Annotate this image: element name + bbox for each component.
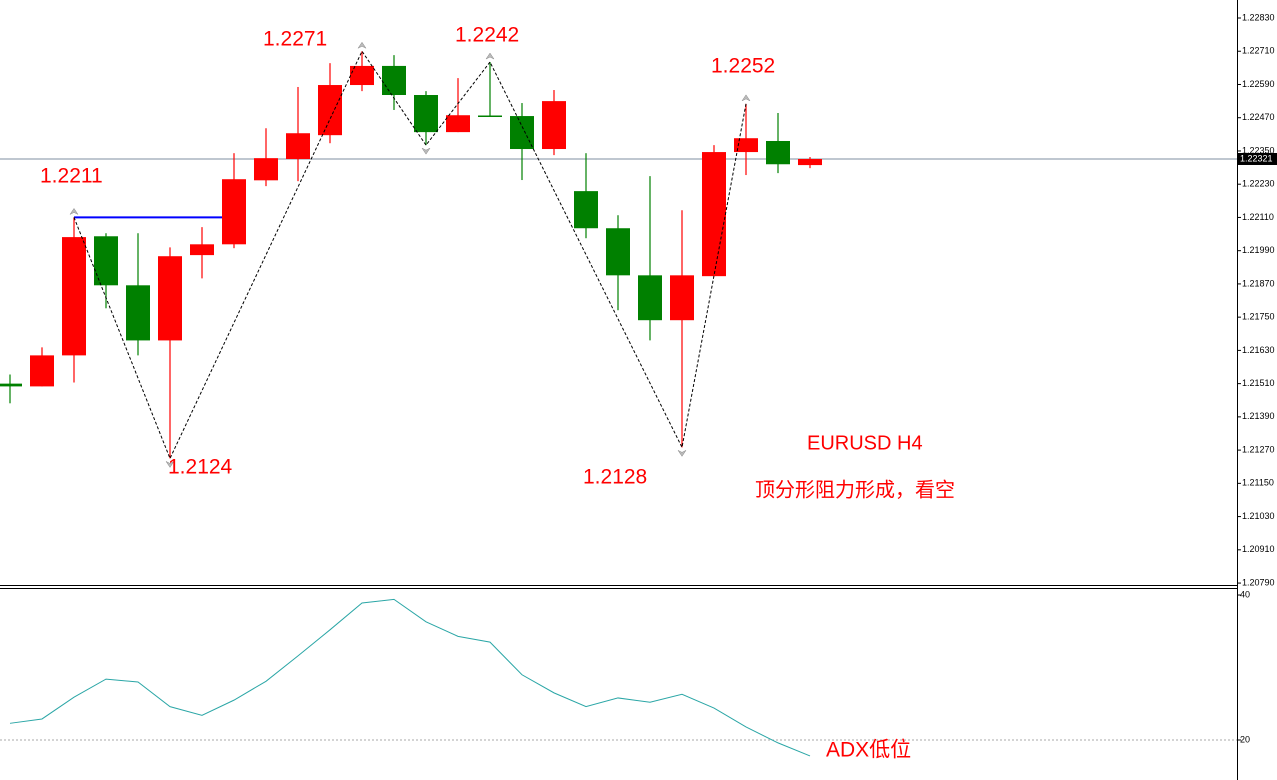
annotation: 1.2211 [40, 165, 103, 188]
y-tick-label: 1.20790 [1242, 577, 1275, 587]
y-tick-label: 1.22710 [1242, 46, 1275, 56]
candle-body [158, 256, 182, 341]
candle-body [318, 85, 342, 136]
candle-body [446, 115, 470, 133]
y-tick-label: 1.21630 [1242, 345, 1275, 355]
y-tick-label: 1.22350 [1242, 145, 1275, 155]
candle-body [94, 236, 118, 286]
candle-body [190, 244, 214, 256]
last-price-label: 1.22321 [1240, 153, 1273, 163]
y-tick-label: 1.21150 [1242, 478, 1274, 488]
y-tick-label: 1.21750 [1242, 312, 1275, 322]
candle-body [350, 65, 374, 86]
y-tick-label: 1.22470 [1242, 112, 1275, 122]
y-tick-label: 1.22230 [1242, 179, 1275, 189]
pivot-marker [677, 449, 687, 457]
candle-body [414, 95, 438, 133]
pivot-marker [421, 147, 431, 155]
candle-body [254, 158, 278, 181]
annotation: 1.2271 [263, 28, 327, 51]
pivot-marker [485, 52, 495, 60]
y-tick-label: 1.22830 [1242, 12, 1275, 22]
y-tick-label: 1.21270 [1242, 444, 1275, 454]
annotation: ADX低位 [826, 739, 911, 762]
candle-body [574, 191, 598, 229]
y-tick-label: 1.22590 [1242, 79, 1275, 89]
candle-body [542, 101, 566, 150]
candle-body [702, 152, 726, 277]
y-tick-label: 1.21030 [1242, 511, 1275, 521]
candle-body [798, 158, 822, 166]
last-price-box [1238, 152, 1277, 165]
pivot-marker [357, 41, 367, 49]
candle-body [286, 133, 310, 159]
annotation: 1.2242 [455, 24, 519, 47]
annotation: 1.2252 [711, 55, 775, 78]
candle-body [670, 275, 694, 321]
y-tick-label: 1.20910 [1242, 544, 1275, 554]
annotation: EURUSD H4 [807, 432, 923, 454]
candle-body [382, 65, 406, 96]
pivot-marker [165, 460, 175, 468]
candle-body [30, 355, 54, 387]
annotation: 1.2124 [168, 456, 233, 479]
candle-body [766, 140, 790, 165]
y-tick-label: 40 [1240, 589, 1250, 599]
pivot-marker [741, 94, 751, 102]
candle-body [222, 179, 246, 245]
y-tick-label: 1.21510 [1242, 378, 1275, 388]
candle-body [638, 275, 662, 321]
pivot-marker [69, 207, 79, 216]
candle-body [734, 138, 758, 153]
y-tick-label: 1.22110 [1242, 212, 1274, 222]
y-tick-label: 1.21990 [1242, 245, 1275, 255]
candle-body [478, 115, 502, 118]
candle-body [62, 237, 86, 356]
y-tick-label: 1.21870 [1242, 278, 1275, 288]
annotation: 顶分形阻力形成，看空 [755, 478, 955, 502]
candle-body [126, 285, 150, 341]
adx-line [9, 598, 811, 757]
candle-body [606, 228, 630, 276]
y-tick-label: 1.21390 [1242, 411, 1275, 421]
annotation: 1.2128 [583, 466, 647, 489]
y-tick-label: 20 [1240, 734, 1250, 744]
candle-body [0, 383, 22, 387]
candle-body [510, 116, 534, 150]
